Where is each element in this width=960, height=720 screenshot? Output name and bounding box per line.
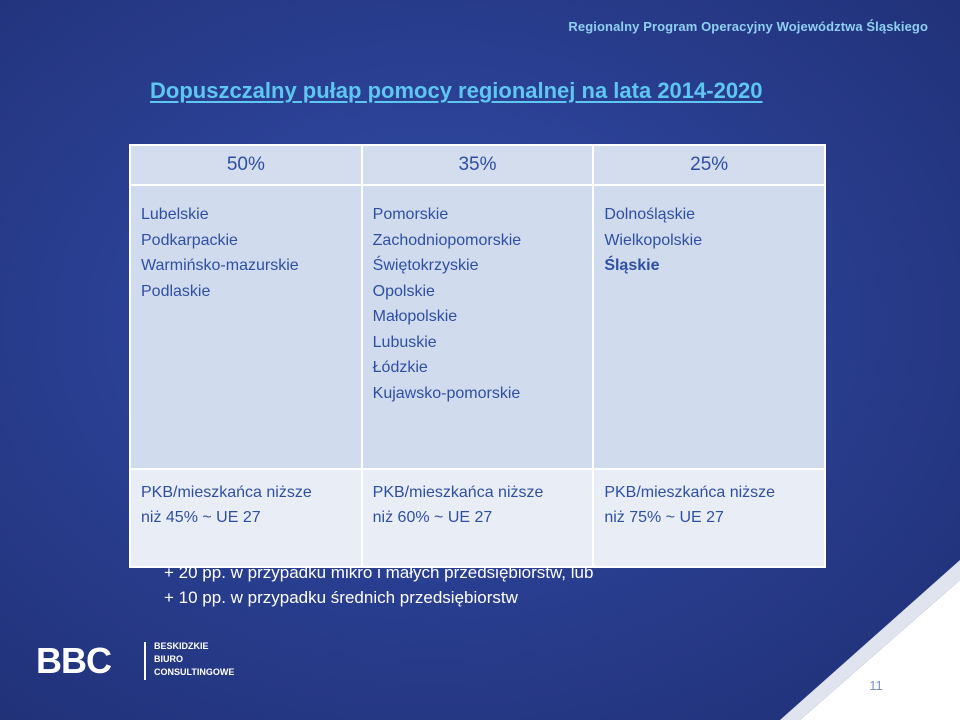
header-strip: Regionalny Program Operacyjny Województw… [0, 18, 960, 36]
header-35: 35% [360, 144, 595, 186]
logo-text: BESKIDZKIE BIURO CONSULTINGOWE [154, 640, 234, 679]
corner-shadow [780, 560, 960, 720]
note-line: + 20 pp. w przypadku mikro i małych prze… [164, 563, 594, 582]
header-25: 25% [592, 144, 826, 186]
region-item: Świętokrzyskie [372, 257, 479, 274]
logo-mark: BBC [36, 640, 112, 681]
logo-divider [144, 642, 146, 680]
pkb-line: PKB/mieszkańca niższe [141, 484, 312, 501]
region-item: Opolskie [372, 282, 435, 300]
pkb-line: PKB/mieszkańca niższe [372, 484, 544, 501]
region-item: Podlaskie [141, 282, 211, 300]
region-item: Małopolskie [372, 308, 458, 325]
pkb-cell-35: PKB/mieszkańca niższe niż 60% ~ UE 27 [360, 468, 595, 568]
region-item: Pomorskie [372, 206, 449, 223]
region-item: Wielkopolskie [604, 231, 703, 249]
notes: + 20 pp. w przypadku mikro i małych prze… [164, 560, 593, 610]
region-item: Lubelskie [141, 206, 209, 223]
region-item: Zachodniopomorskie [372, 231, 522, 249]
region-item-highlighted: Śląskie [604, 257, 660, 274]
slide-title: Dopuszczalny pułap pomocy regionalnej na… [150, 78, 763, 103]
region-item: Dolnośląskie [604, 206, 696, 223]
pkb-row: PKB/mieszkańca niższe niż 45% ~ UE 27 PK… [129, 468, 826, 568]
pkb-line: niż 75% ~ UE 27 [604, 509, 724, 526]
logo-text-line: CONSULTINGOWE [154, 667, 235, 677]
page-number: 11 [869, 678, 883, 693]
logo-text-line: BIURO [154, 654, 183, 664]
program-name: Regionalny Program Operacyjny Województw… [568, 19, 928, 34]
region-item: Warmińsko-mazurskie [141, 257, 299, 274]
company-logo: BBC BESKIDZKIE BIURO CONSULTINGOWE [36, 638, 236, 688]
regions-cell-50: Lubelskie Podkarpackie Warmińsko-mazursk… [129, 184, 363, 470]
pkb-line: niż 60% ~ UE 27 [372, 509, 493, 526]
table-header-row: 50% 35% 25% [129, 144, 826, 186]
regions-row: Lubelskie Podkarpackie Warmińsko-mazursk… [129, 184, 826, 470]
pkb-cell-25: PKB/mieszkańca niższe niż 75% ~ UE 27 [592, 468, 826, 568]
regions-cell-25: Dolnośląskie Wielkopolskie Śląskie [592, 184, 826, 470]
note-line: + 10 pp. w przypadku średnich przedsiębi… [164, 588, 518, 607]
logo-text-line: BESKIDZKIE [154, 641, 209, 651]
pkb-line: niż 45% ~ UE 27 [141, 509, 261, 526]
header-50: 50% [129, 144, 363, 186]
region-item: Łódzkie [372, 359, 428, 376]
regions-cell-35: Pomorskie Zachodniopomorskie Świętokrzys… [360, 184, 595, 470]
region-item: Lubuskie [372, 333, 437, 351]
region-item: Kujawsko-pomorskie [372, 384, 521, 402]
region-item: Podkarpackie [141, 231, 238, 249]
pkb-line: PKB/mieszkańca niższe [604, 484, 776, 501]
aid-ceiling-table: 50% 35% 25% Lubelskie Podkarpackie Warmi… [129, 144, 826, 568]
pkb-cell-50: PKB/mieszkańca niższe niż 45% ~ UE 27 [129, 468, 363, 568]
